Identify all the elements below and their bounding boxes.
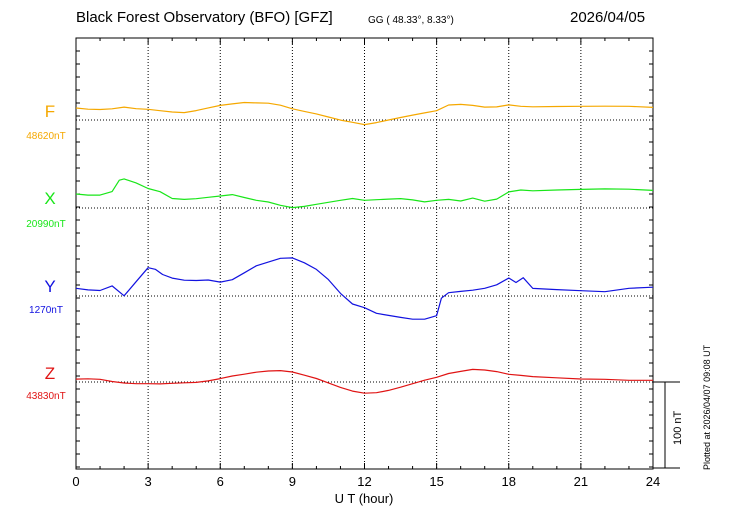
x-tick-label: 3	[145, 474, 152, 489]
series-line-y	[75, 257, 654, 320]
station-coordinates: GG ( 48.33°, 8.33°)	[368, 15, 454, 26]
series-layer: F 48620nT X 20990nT Y 1270nT Z 43830nT	[26, 101, 654, 402]
series-label-f: F	[45, 102, 55, 121]
x-tick-label: 15	[429, 474, 443, 489]
chart-title: Black Forest Observatory (BFO) [GFZ]	[76, 9, 333, 26]
series-line-f	[75, 101, 654, 126]
series-baseline-label-z: 43830nT	[26, 391, 65, 402]
x-axis-ticks: 0 3 6 9 12 15 18 21 24	[72, 38, 660, 489]
x-tick-label: 24	[646, 474, 660, 489]
scale-bar	[653, 381, 680, 469]
series-baseline-label-x: 20990nT	[26, 219, 65, 230]
x-tick-label: 18	[502, 474, 516, 489]
series-line-z	[75, 368, 653, 394]
x-tick-label: 12	[357, 474, 371, 489]
x-tick-label: 0	[72, 474, 79, 489]
x-tick-label: 6	[217, 474, 224, 489]
series-line-x	[75, 178, 654, 209]
x-tick-label: 9	[289, 474, 296, 489]
x-tick-label: 21	[574, 474, 588, 489]
series-label-y: Y	[44, 277, 55, 296]
chart-date: 2026/04/05	[570, 9, 646, 26]
series-label-z: Z	[45, 364, 55, 383]
series-baseline-label-f: 48620nT	[26, 131, 65, 142]
series-baseline-label-y: 1270nT	[29, 305, 63, 316]
x-axis-label: U T (hour)	[335, 491, 394, 506]
series-label-x: X	[44, 189, 55, 208]
grid-lines	[76, 38, 653, 469]
